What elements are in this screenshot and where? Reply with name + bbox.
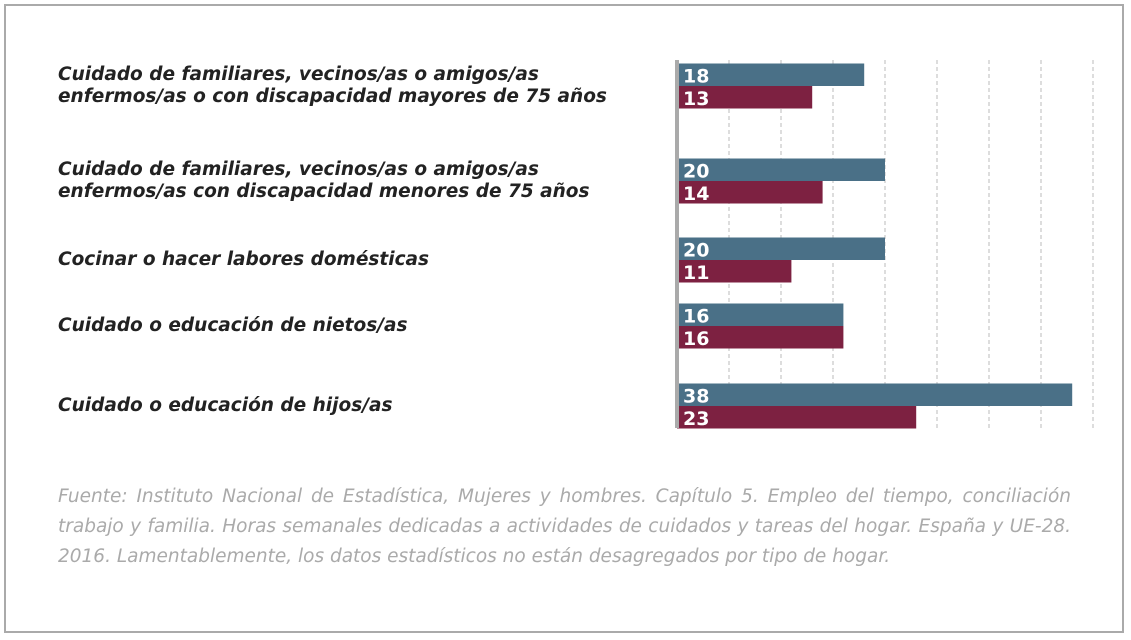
category-label: Cuidado de familiares, vecinos/as o amig… [58, 159, 590, 202]
bar [677, 260, 792, 283]
bar [677, 326, 844, 349]
category-label: Cuidado o educación de nietos/as [58, 315, 408, 336]
bar [677, 237, 885, 260]
source-note: Fuente: Instituto Nacional de Estadístic… [58, 486, 1071, 567]
value-label: 16 [683, 305, 709, 327]
value-label: 16 [683, 328, 709, 350]
value-label: 20 [683, 160, 709, 182]
value-label: 38 [683, 385, 709, 407]
category-label: Cuidado o educación de hijos/as [58, 395, 393, 416]
bar [677, 303, 844, 326]
bar [677, 181, 823, 204]
value-label: 23 [683, 408, 709, 430]
bar [677, 158, 885, 181]
value-label: 14 [683, 183, 709, 205]
bar [677, 383, 1073, 406]
category-label: Cocinar o hacer labores domésticas [58, 249, 430, 270]
value-label: 13 [683, 88, 709, 110]
value-label: 11 [683, 262, 709, 284]
value-label: 18 [683, 65, 709, 87]
category-label: Cuidado de familiares, vecinos/as o amig… [58, 64, 607, 107]
bar [677, 86, 813, 109]
bar [677, 406, 917, 429]
bar [677, 63, 865, 86]
value-label: 20 [683, 239, 709, 261]
frame [4, 4, 1124, 633]
